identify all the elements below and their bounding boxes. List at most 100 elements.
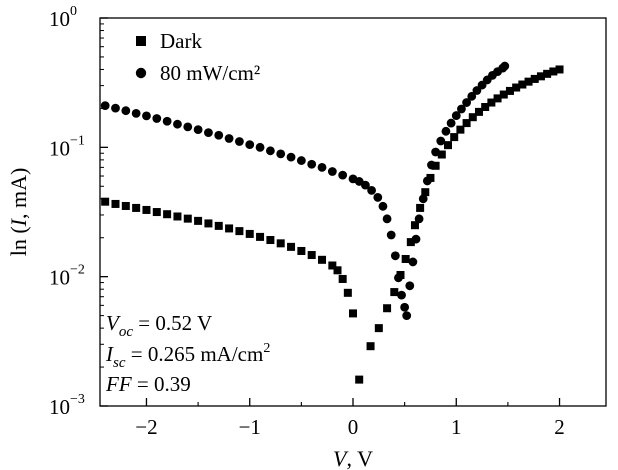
data-point-circle <box>317 162 327 172</box>
data-point-square <box>549 67 558 76</box>
y-tick-base: 10 <box>49 7 70 31</box>
y-tick-label: 10−1 <box>49 133 85 160</box>
y-tick-exponent: −1 <box>70 133 85 148</box>
legend: Dark 80 mW/cm² <box>135 29 260 85</box>
data-point-circle <box>255 142 265 152</box>
data-point-square <box>111 199 120 208</box>
annotation-line: Isc = 0.265 mA/cm2 <box>105 341 270 371</box>
data-point-square <box>256 232 265 241</box>
data-point-square <box>410 221 419 230</box>
data-point-circle <box>100 101 110 111</box>
annotation-superscript: 2 <box>263 341 270 356</box>
annotation-symbol: V <box>106 311 121 335</box>
y-axis-label: ln (I, mA) <box>6 168 31 257</box>
data-point-square <box>276 239 285 248</box>
data-point-square <box>518 80 527 89</box>
data-point-circle <box>235 137 244 146</box>
data-point-square <box>214 221 223 230</box>
x-tick-label: −2 <box>135 415 157 439</box>
data-point-square <box>374 324 383 333</box>
data-point-circle <box>422 176 432 186</box>
data-point-square <box>349 309 357 318</box>
data-point-circle <box>142 111 151 121</box>
data-point-square <box>101 197 110 206</box>
data-point-circle <box>121 106 131 116</box>
data-point-square <box>297 246 306 255</box>
data-point-square <box>437 150 446 159</box>
data-point-square <box>487 98 496 107</box>
data-point-circle <box>245 140 255 149</box>
series-dark <box>101 65 564 384</box>
legend-label: Dark <box>160 29 202 53</box>
data-point-square <box>493 94 502 103</box>
data-point-square <box>524 77 533 86</box>
data-point-square <box>355 375 364 384</box>
legend-marker-circle <box>135 67 147 79</box>
data-point-square <box>225 224 234 233</box>
y-tick-base: 10 <box>49 136 70 160</box>
x-tick-label: −1 <box>239 415 261 439</box>
data-point-square <box>512 83 521 92</box>
data-point-circle <box>131 108 141 118</box>
data-point-square <box>121 201 130 210</box>
data-point-square <box>406 238 415 247</box>
data-point-circle <box>173 119 182 129</box>
data-point-square <box>328 261 337 270</box>
data-point-circle <box>414 214 424 224</box>
y-tick-label: 10−2 <box>49 263 85 290</box>
x-tick-label: 2 <box>554 415 565 439</box>
data-point-square <box>450 133 459 142</box>
annotation-line: FF = 0.39 <box>105 372 191 396</box>
data-point-circle <box>386 230 396 240</box>
data-point-square <box>343 288 352 297</box>
data-point-circle <box>378 201 388 211</box>
data-point-square <box>142 205 151 214</box>
data-point-circle <box>367 185 376 195</box>
y-tick-exponent: −2 <box>70 263 85 278</box>
data-point-circle <box>457 104 466 114</box>
data-point-circle <box>451 111 461 120</box>
data-point-circle <box>183 122 193 132</box>
x-axis-label: V, V <box>333 446 373 470</box>
annotation-symbol: FF <box>105 372 132 396</box>
data-point-square <box>401 254 410 263</box>
data-point-square <box>183 214 192 223</box>
data-point-square <box>307 251 316 260</box>
data-point-circle <box>214 130 224 140</box>
data-point-square <box>536 72 545 81</box>
legend-marker-square <box>136 36 146 46</box>
data-point-square <box>287 242 296 251</box>
data-point-circle <box>431 147 441 157</box>
annotation-value: = 0.52 V <box>133 311 212 335</box>
data-point-circle <box>286 152 296 162</box>
data-point-circle <box>408 257 418 267</box>
data-point-circle <box>411 234 421 244</box>
series-illuminated <box>100 61 510 320</box>
data-point-square <box>474 107 483 116</box>
data-point-square <box>505 86 514 95</box>
data-point-square <box>152 208 161 217</box>
data-marks <box>100 61 564 384</box>
data-point-circle <box>441 126 451 136</box>
data-point-square <box>204 219 213 228</box>
y-tick-base: 10 <box>49 395 70 419</box>
data-point-square <box>333 266 342 275</box>
data-point-circle <box>360 180 370 190</box>
data-point-square <box>555 65 564 74</box>
data-point-square <box>266 236 275 245</box>
annotation-line: Voc = 0.52 V <box>106 311 212 340</box>
data-point-circle <box>338 170 348 180</box>
data-point-circle <box>446 118 456 128</box>
data-point-circle <box>400 302 410 312</box>
data-point-circle <box>327 167 337 176</box>
data-point-circle <box>162 116 172 126</box>
data-point-circle <box>111 103 120 113</box>
annotation-value: = 0.39 <box>132 372 191 396</box>
data-point-circle <box>402 311 412 320</box>
data-point-square <box>543 69 552 78</box>
y-tick-base: 10 <box>49 266 70 290</box>
data-point-circle <box>382 214 392 224</box>
y-tick-exponent: −3 <box>70 392 85 407</box>
data-point-square <box>173 212 182 221</box>
